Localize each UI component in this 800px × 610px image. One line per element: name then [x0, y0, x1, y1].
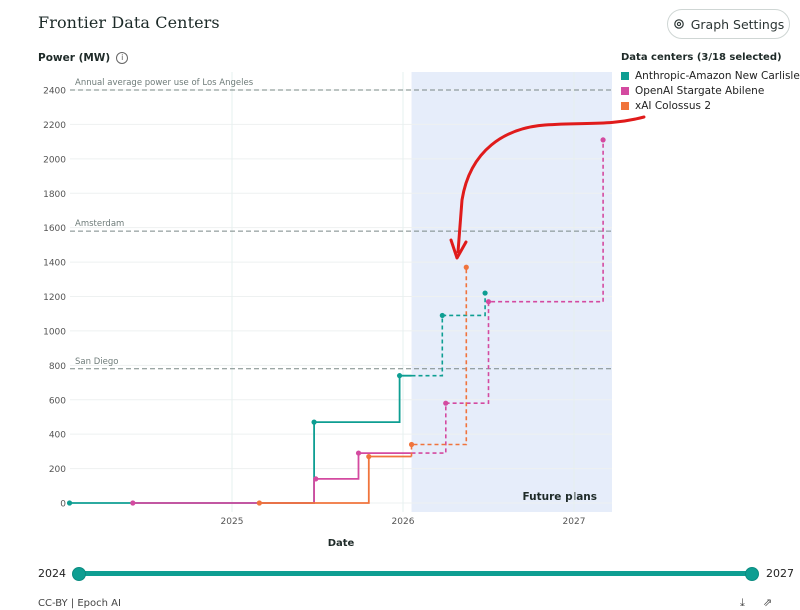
timeline-start-label: 2024: [38, 567, 66, 580]
legend-label: xAI Colossus 2: [635, 99, 712, 112]
legend-swatch: [621, 86, 629, 95]
timeline-end-label: 2027: [766, 567, 794, 580]
legend-item-xai[interactable]: xAI Colossus 2: [621, 98, 800, 113]
chart-canvas: Future plans 0 200 400 600 800 1000 1200 1400 160…: [43, 72, 646, 549]
legend-label: Anthropic-Amazon New Carlisle: [635, 69, 800, 82]
credit-text: CC-BY | Epoch AI: [38, 598, 121, 609]
data-point-1[interactable]: [600, 137, 606, 143]
gear-icon: [673, 18, 685, 30]
timeline-end-handle[interactable]: [745, 567, 759, 581]
y-axis-title: Power (MW): [38, 52, 111, 64]
y-axis-title-row: Power (MW) i: [38, 52, 129, 64]
x-axis-title: Date: [328, 538, 355, 549]
legend-title: Data centers (3/18 selected): [621, 52, 782, 63]
y-tick-label: 2400: [43, 87, 66, 97]
data-point-2[interactable]: [408, 441, 415, 448]
x-tick-label: 2027: [563, 517, 586, 527]
data-point-0[interactable]: [396, 373, 403, 379]
y-tick-label: 1600: [43, 224, 66, 234]
y-tick-label: 1800: [43, 190, 66, 200]
data-point-0[interactable]: [311, 419, 317, 425]
y-tick-label: 1000: [43, 327, 66, 337]
y-tick-label: 2200: [43, 121, 66, 131]
legend-label: OpenAI Stargate Abilene: [635, 84, 765, 97]
footer-icons: ⤓ ⇗: [740, 596, 772, 610]
data-point-0[interactable]: [66, 500, 73, 506]
y-tick-label: 2000: [43, 155, 66, 165]
data-point-0[interactable]: [439, 312, 445, 319]
page-title: Frontier Data Centers: [38, 13, 220, 32]
x-tick-label: 2026: [392, 517, 415, 527]
data-point-1[interactable]: [443, 400, 449, 406]
legend-swatch: [621, 71, 629, 80]
legend: Data centers (3/18 selected) Anthropic-A…: [621, 52, 800, 113]
graph-settings-button[interactable]: Graph Settings: [667, 9, 790, 39]
data-point-1[interactable]: [485, 299, 492, 305]
y-tick-label: 200: [49, 465, 66, 475]
series-line-actual-2: [259, 455, 412, 504]
series-line-actual-0: [69, 374, 412, 504]
y-tick-label: 600: [49, 396, 66, 406]
timeline-start-handle[interactable]: [72, 567, 86, 581]
data-point-2[interactable]: [463, 264, 469, 270]
timeline-slider[interactable]: 2024 2027: [0, 560, 800, 590]
data-point-2[interactable]: [256, 500, 262, 506]
series-line-planned-2: [410, 267, 468, 457]
data-point-1[interactable]: [130, 500, 136, 506]
timeline-track[interactable]: [78, 571, 753, 576]
x-tick-label: 2025: [221, 517, 244, 527]
annotation-arrowhead: [449, 238, 468, 260]
legend-swatch: [621, 101, 629, 110]
reference-line-label: Amsterdam: [75, 219, 124, 229]
share-icon[interactable]: ⇗: [762, 596, 773, 609]
info-icon[interactable]: i: [116, 52, 129, 64]
y-tick-label: 0: [60, 500, 66, 510]
future-plans-region: [411, 72, 612, 512]
reference-line-label: Annual average power use of Los Angeles: [75, 78, 254, 88]
annotation-arrow: [456, 115, 646, 254]
legend-item-anthropic[interactable]: Anthropic-Amazon New Carlisle: [621, 68, 800, 83]
legend-item-openai[interactable]: OpenAI Stargate Abilene: [621, 83, 800, 98]
reference-line-label: San Diego: [75, 357, 118, 367]
data-point-1[interactable]: [313, 476, 319, 482]
data-point-1[interactable]: [355, 450, 362, 456]
series-line-planned-1: [411, 139, 604, 454]
graph-settings-label: Graph Settings: [690, 16, 785, 32]
data-point-2[interactable]: [366, 453, 372, 460]
download-icon[interactable]: ⤓: [740, 596, 745, 609]
y-tick-label: 800: [49, 362, 66, 372]
y-tick-label: 1400: [43, 259, 66, 269]
y-tick-label: 400: [49, 431, 66, 441]
data-point-0[interactable]: [482, 290, 488, 296]
y-tick-label: 1200: [43, 293, 66, 303]
future-plans-label: Future plans: [523, 491, 598, 503]
